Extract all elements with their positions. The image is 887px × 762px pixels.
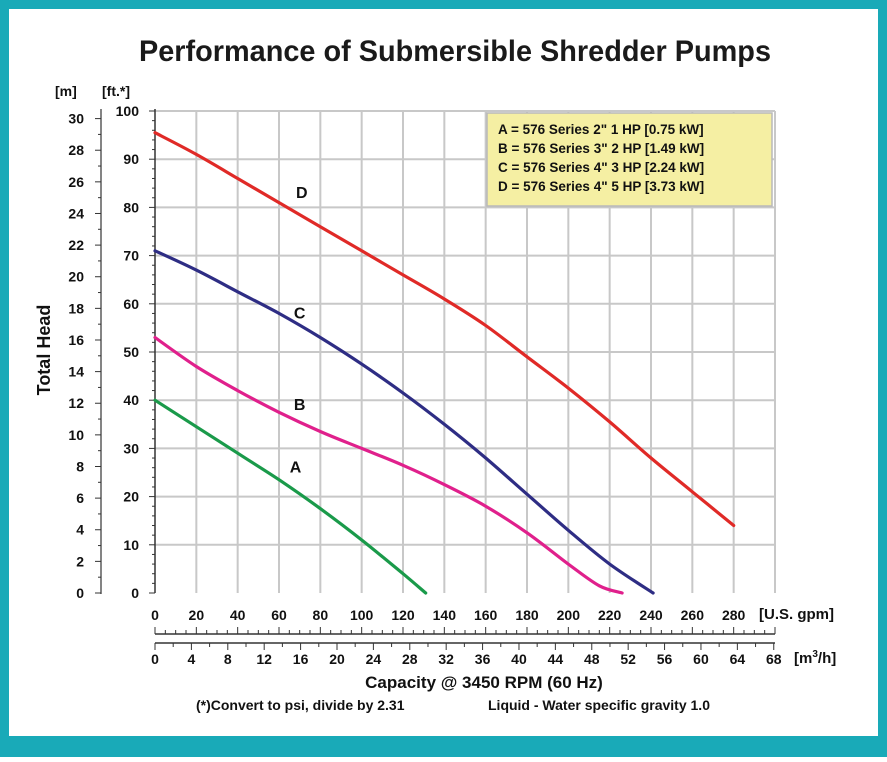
series-labels: A B C D bbox=[290, 185, 308, 477]
y-tick-label-ft: 70 bbox=[123, 248, 139, 264]
grid bbox=[155, 110, 776, 593]
x-unit-gpm: [U.S. gpm] bbox=[759, 606, 834, 623]
x-tick-label-m3h: 28 bbox=[402, 651, 418, 667]
y-tick-label-m: 24 bbox=[68, 205, 84, 221]
y-tick-label-m: 2 bbox=[76, 553, 84, 569]
y-tick-label-m: 10 bbox=[68, 427, 84, 443]
x-tick-label-m3h: 52 bbox=[620, 651, 636, 667]
y-tick-label-ft: 40 bbox=[123, 392, 139, 408]
x-tick-label-m3h: 12 bbox=[256, 651, 272, 667]
legend-entry-b: B = 576 Series 3" 2 HP [1.49 kW] bbox=[498, 141, 704, 156]
y-tick-label-m: 12 bbox=[68, 395, 84, 411]
chart-title: Performance of Submersible Shredder Pump… bbox=[139, 35, 771, 68]
x-tick-label-m3h: 60 bbox=[693, 651, 709, 667]
x-tick-label-m3h: 16 bbox=[293, 651, 309, 667]
x-axis-title: Capacity @ 3450 RPM (60 Hz) bbox=[365, 673, 603, 692]
series-lines bbox=[153, 131, 736, 595]
x-tick-label-gpm: 100 bbox=[350, 607, 374, 623]
y-tick-label-ft: 50 bbox=[123, 344, 139, 360]
series-line-a bbox=[153, 398, 428, 595]
y-unit-left: [m] bbox=[55, 83, 77, 99]
y-tick-label-ft: 80 bbox=[123, 199, 139, 215]
y-tick-label-ft: 10 bbox=[123, 537, 139, 553]
x-tick-label-m3h: 8 bbox=[224, 651, 232, 667]
series-line-c bbox=[153, 249, 655, 595]
x-tick-label-gpm: 120 bbox=[391, 607, 415, 623]
series-label-a: A bbox=[290, 460, 302, 477]
x-tick-label-m3h: 20 bbox=[329, 651, 345, 667]
x-tick-label-gpm: 80 bbox=[313, 607, 329, 623]
y-tick-label-m: 4 bbox=[76, 522, 84, 538]
legend: A = 576 Series 2" 1 HP [0.75 kW] B = 576… bbox=[486, 112, 773, 207]
y-tick-label-m: 8 bbox=[76, 458, 84, 474]
x-tick-label-gpm: 220 bbox=[598, 607, 622, 623]
y-tick-label-ft: 60 bbox=[123, 296, 139, 312]
y-tick-label-m: 0 bbox=[76, 585, 84, 601]
y-tick-label-m: 30 bbox=[68, 111, 84, 127]
y-tick-label-m: 18 bbox=[68, 300, 84, 316]
x-tick-label-gpm: 160 bbox=[474, 607, 498, 623]
x-tick-label-gpm: 0 bbox=[151, 607, 159, 623]
series-label-c: C bbox=[294, 305, 306, 322]
series-line-d bbox=[153, 131, 736, 528]
x-tick-label-gpm: 260 bbox=[681, 607, 705, 623]
series-label-b: B bbox=[294, 397, 306, 414]
x-tick-label-gpm: 40 bbox=[230, 607, 246, 623]
footnote-liquid: Liquid - Water specific gravity 1.0 bbox=[488, 697, 710, 713]
y-tick-label-ft: 100 bbox=[116, 103, 140, 119]
x-tick-label-gpm: 20 bbox=[189, 607, 205, 623]
footnote-psi: (*)Convert to psi, divide by 2.31 bbox=[196, 697, 405, 713]
series-label-d: D bbox=[296, 185, 308, 202]
y-tick-label-m: 16 bbox=[68, 332, 84, 348]
x-tick-label-m3h: 68 bbox=[766, 651, 782, 667]
y-tick-label-ft: 20 bbox=[123, 489, 139, 505]
x-tick-label-gpm: 200 bbox=[557, 607, 581, 623]
tick-labels: 0 20 40 60 80 100 120 140 160 180 200 220 240 260 2800… bbox=[68, 103, 781, 667]
x-tick-label-m3h: 40 bbox=[511, 651, 527, 667]
x-tick-label-gpm: 60 bbox=[271, 607, 287, 623]
x-unit-m3h: [m3/h] bbox=[794, 649, 836, 667]
series-line-b bbox=[153, 335, 624, 595]
x-tick-label-m3h: 24 bbox=[366, 651, 382, 667]
x-tick-label-gpm: 180 bbox=[515, 607, 539, 623]
x-tick-label-gpm: 280 bbox=[722, 607, 746, 623]
x-tick-label-m3h: 56 bbox=[657, 651, 673, 667]
x-tick-label-m3h: 44 bbox=[548, 651, 564, 667]
y-tick-label-ft: 90 bbox=[123, 151, 139, 167]
y-unit-right: [ft.*] bbox=[102, 83, 130, 99]
x-tick-label-m3h: 36 bbox=[475, 651, 491, 667]
y-tick-label-ft: 0 bbox=[131, 585, 139, 601]
y-tick-label-m: 22 bbox=[68, 237, 84, 253]
y-tick-label-m: 6 bbox=[76, 490, 84, 506]
y-tick-label-m: 28 bbox=[68, 142, 84, 158]
y-tick-label-ft: 30 bbox=[123, 440, 139, 456]
x-tick-label-m3h: 32 bbox=[438, 651, 454, 667]
x-tick-label-m3h: 0 bbox=[151, 651, 159, 667]
legend-entry-c: C = 576 Series 4" 3 HP [2.24 kW] bbox=[498, 160, 704, 175]
x-tick-label-m3h: 4 bbox=[187, 651, 195, 667]
y-tick-label-m: 14 bbox=[68, 364, 84, 380]
legend-box bbox=[486, 112, 773, 207]
x-tick-label-gpm: 140 bbox=[433, 607, 457, 623]
legend-entry-a: A = 576 Series 2" 1 HP [0.75 kW] bbox=[498, 122, 704, 137]
x-tick-label-m3h: 48 bbox=[584, 651, 600, 667]
x-tick-label-gpm: 240 bbox=[639, 607, 663, 623]
y-axis-title: Total Head bbox=[34, 305, 54, 396]
y-tick-label-m: 20 bbox=[68, 269, 84, 285]
y-tick-label-m: 26 bbox=[68, 174, 84, 190]
x-tick-label-m3h: 64 bbox=[730, 651, 746, 667]
legend-entry-d: D = 576 Series 4" 5 HP [3.73 kW] bbox=[498, 179, 704, 194]
